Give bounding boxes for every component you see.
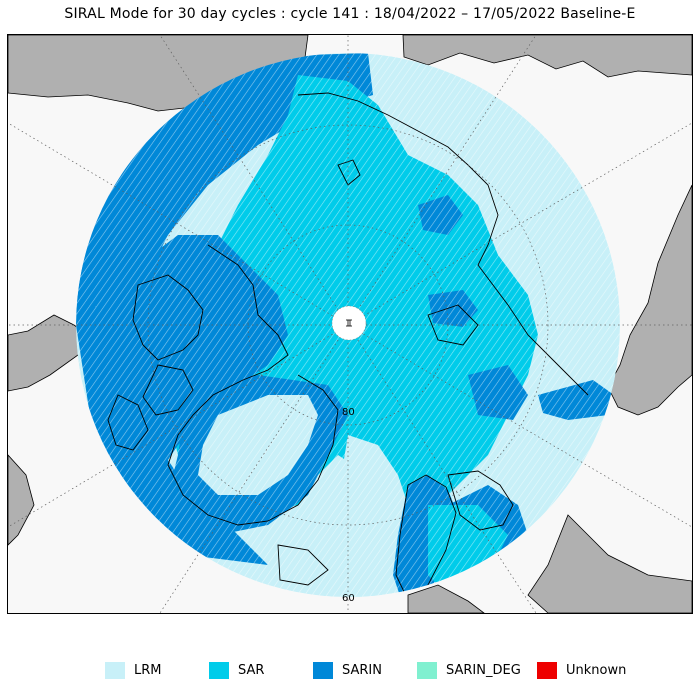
polar-map: 80 60 (8, 35, 692, 613)
legend-label-sar: SAR (238, 662, 265, 678)
legend-item-sarin-deg: SARIN_DEG (417, 659, 521, 681)
legend-label-lrm: LRM (134, 662, 162, 678)
legend-item-sarin: SARIN (313, 659, 382, 681)
pole-hole (331, 305, 367, 341)
legend-label-unknown: Unknown (566, 662, 627, 678)
map-title: SIRAL Mode for 30 day cycles : cycle 141… (64, 6, 636, 22)
legend-item-sar: SAR (209, 659, 264, 681)
latitude-label-80: 80 (342, 407, 355, 418)
legend: LRM SAR SARIN SARIN_DEG Unknown (0, 659, 700, 681)
legend-item-unknown: Unknown (537, 659, 626, 681)
legend-label-sarin: SARIN (342, 662, 382, 678)
legend-label-sarin-deg: SARIN_DEG (446, 662, 521, 678)
latitude-label-60: 60 (342, 593, 355, 604)
legend-swatch-sarin-deg (417, 661, 437, 679)
graticule-meridians (8, 35, 692, 613)
legend-item-lrm: LRM (105, 659, 162, 681)
legend-swatch-unknown (537, 661, 557, 679)
legend-swatch-sar (209, 661, 229, 679)
legend-swatch-lrm (105, 661, 125, 679)
pole-marker (346, 319, 352, 327)
map-panel: 80 60 (7, 34, 693, 614)
legend-swatch-sarin (313, 661, 333, 679)
